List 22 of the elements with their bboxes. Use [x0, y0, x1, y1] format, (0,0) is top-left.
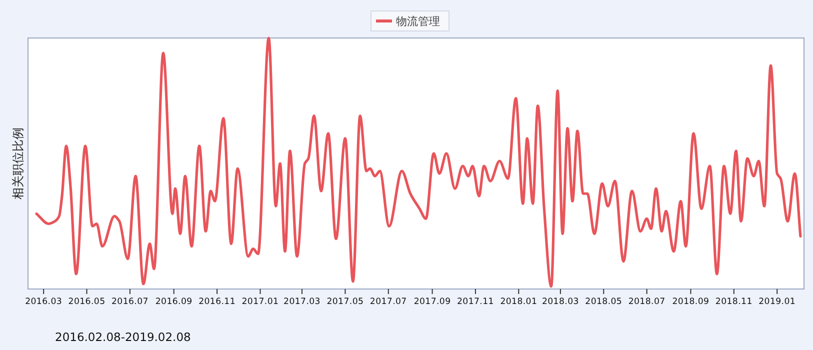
- x-tick-label: 2016.11: [198, 297, 236, 307]
- x-tick-label: 2016.09: [155, 297, 192, 307]
- x-tick-label: 2017.03: [284, 297, 320, 307]
- x-tick-label: 2017.01: [242, 297, 279, 307]
- y-axis-title: 相关职位比例: [11, 128, 25, 200]
- x-tick-label: 2016.03: [25, 297, 62, 307]
- x-tick-label: 2018.09: [672, 297, 710, 307]
- x-tick-label: 2017.05: [326, 297, 364, 307]
- x-tick-label: 2018.07: [628, 297, 666, 307]
- x-tick-label: 2016.07: [111, 297, 148, 307]
- x-tick-label: 2017.09: [414, 297, 451, 307]
- x-tick-label: 2018.03: [542, 297, 579, 307]
- x-tick-label: 2018.11: [715, 297, 752, 307]
- text: 2016.02.08-2019.02.08: [55, 330, 191, 344]
- x-tick-label: 2016.05: [68, 297, 106, 307]
- legend-label: 物流管理: [396, 15, 440, 28]
- x-tick-label: 2018.01: [500, 297, 538, 307]
- x-tick-label: 2019.01: [758, 297, 796, 307]
- x-tick-label: 2017.11: [457, 297, 494, 307]
- legend: 物流管理: [370, 10, 450, 32]
- x-tick-label: 2017.07: [370, 297, 407, 307]
- x-tick-label: 2018.05: [585, 297, 622, 307]
